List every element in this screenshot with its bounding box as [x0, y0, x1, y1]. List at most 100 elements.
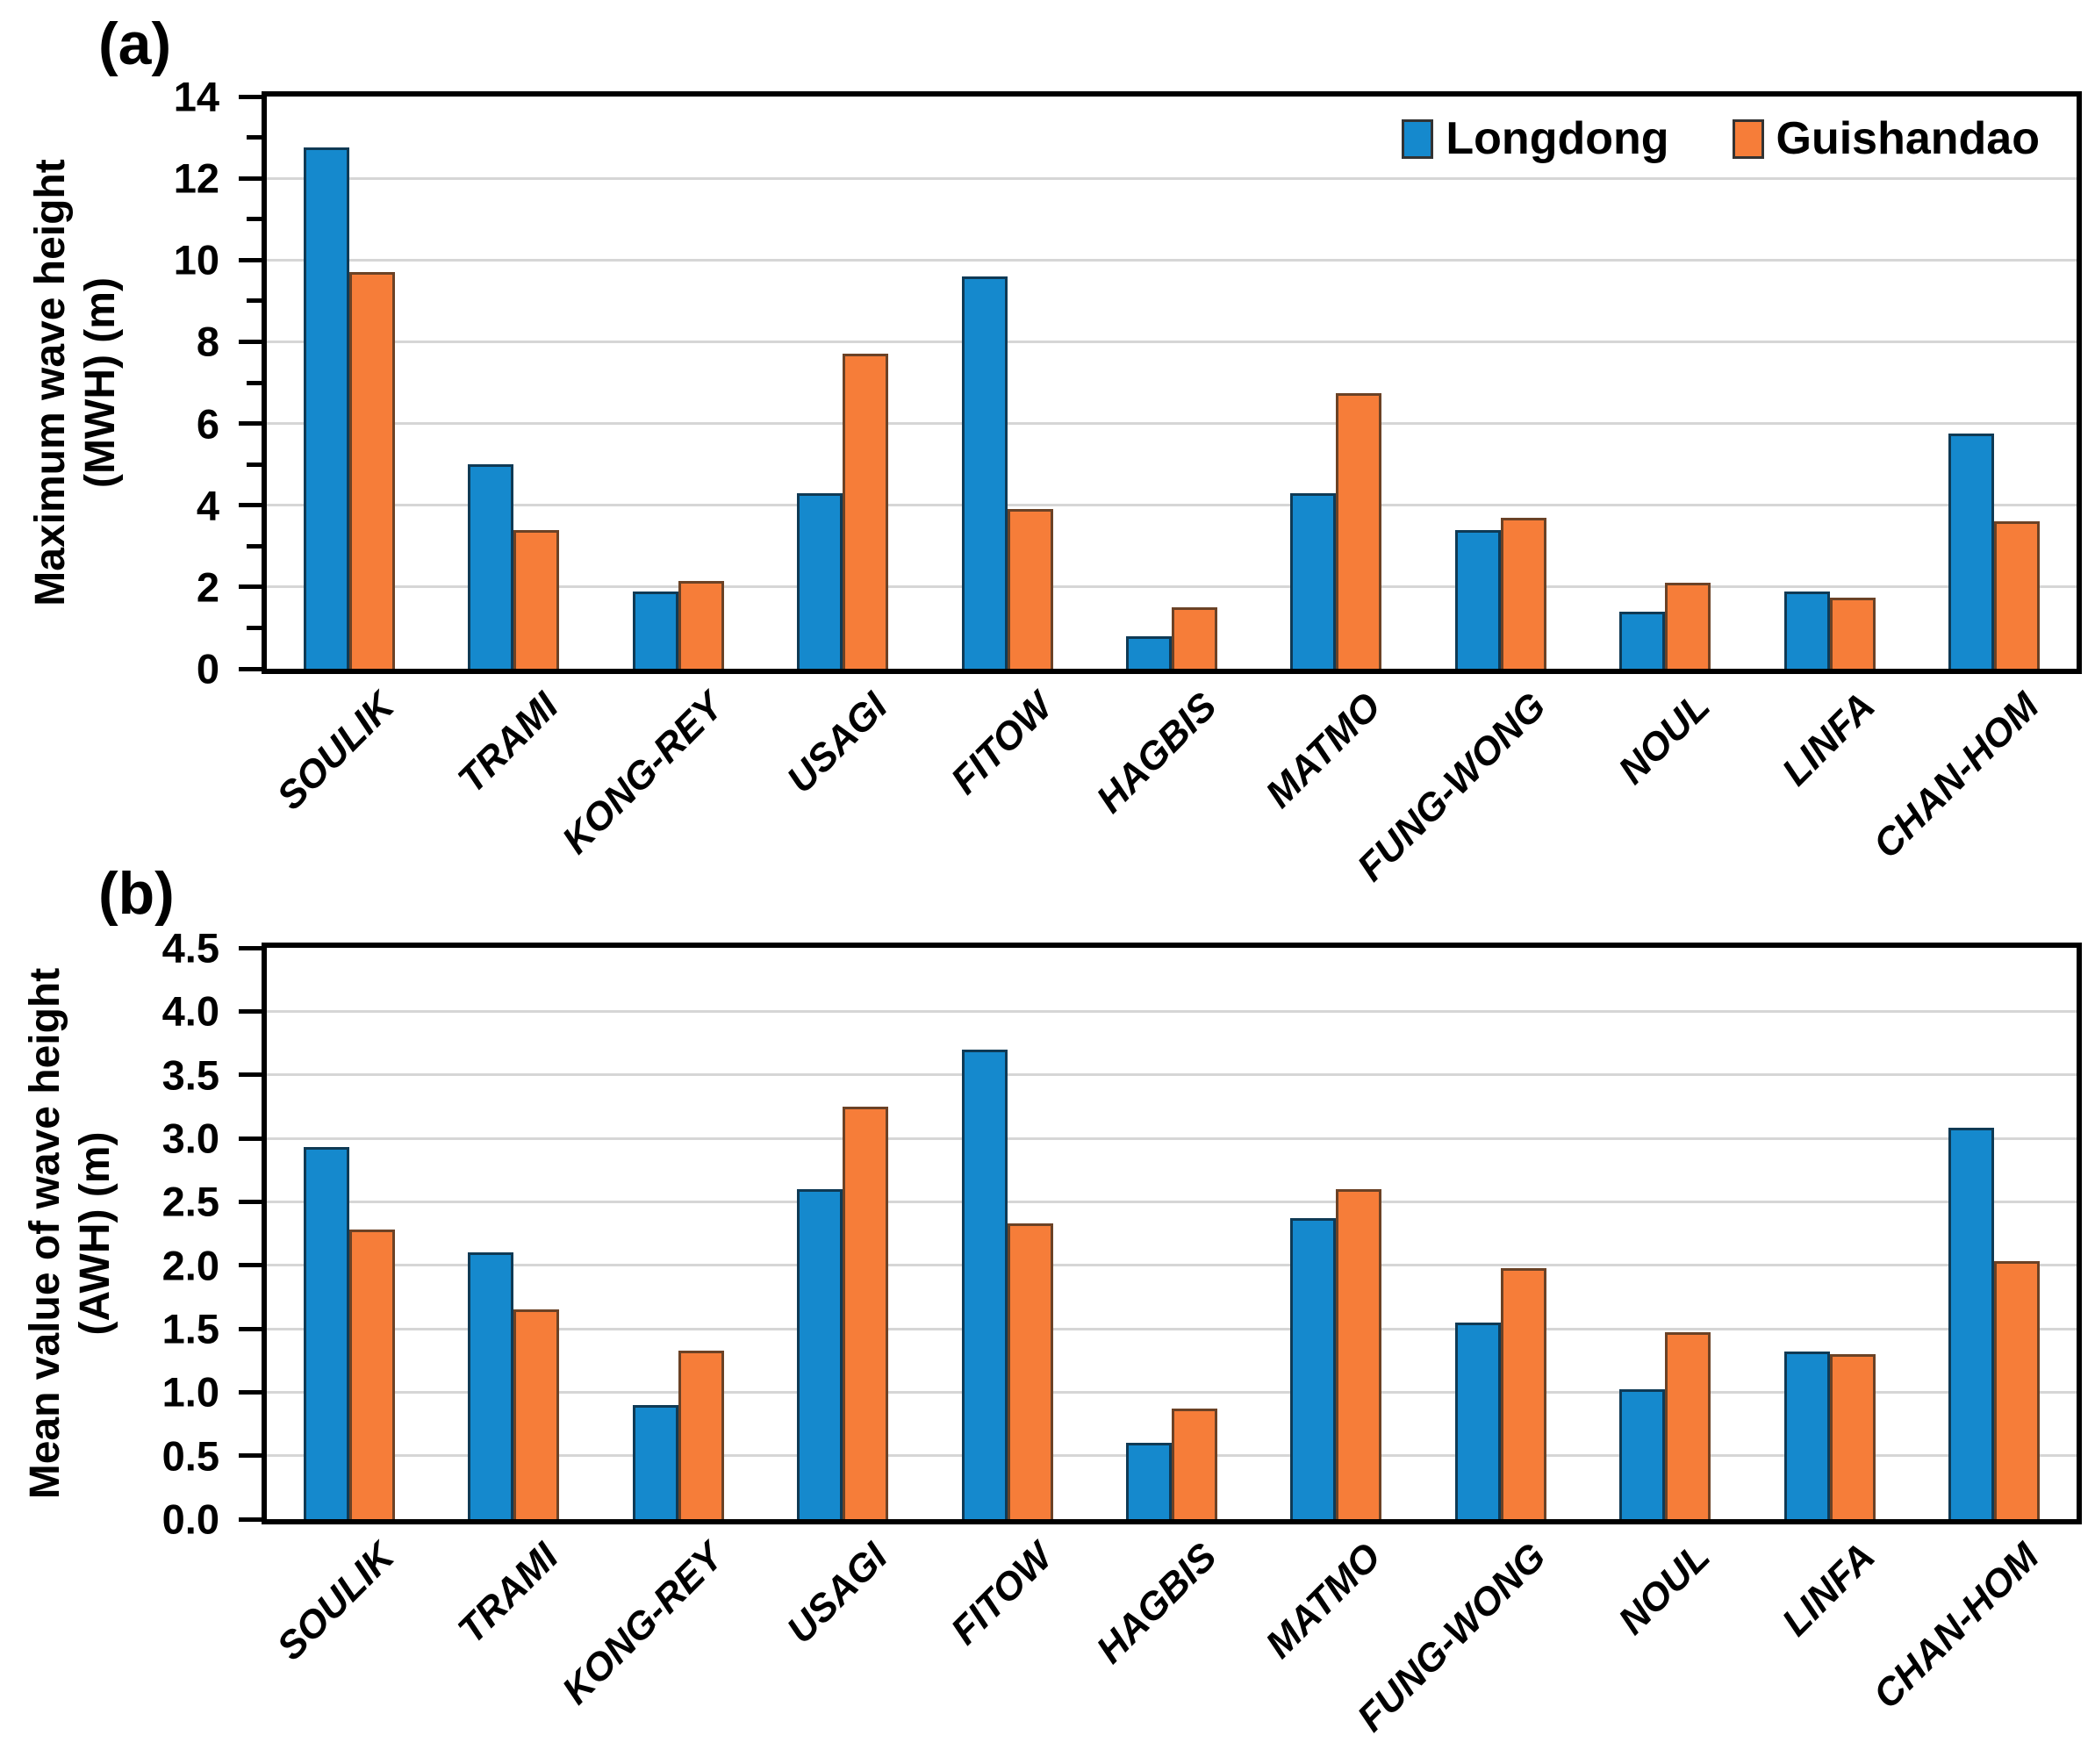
- bar-longdong-kong-rey: [632, 1404, 678, 1519]
- y-tick-label: 0.0: [161, 1495, 219, 1543]
- major-y-tick: [239, 1072, 262, 1078]
- major-y-tick: [239, 176, 262, 181]
- x-category-label-fitow: FITOW: [942, 685, 1061, 803]
- major-y-tick: [239, 1263, 262, 1268]
- panel-b-y-axis-title-line2: (AWH) (m): [71, 1131, 118, 1336]
- bar-longdong-fung-wong: [1454, 529, 1501, 669]
- major-y-tick: [239, 584, 262, 590]
- x-category-label-linfa: LINFA: [1773, 1535, 1883, 1645]
- bar-longdong-fitow: [961, 1049, 1008, 1519]
- x-category-label-noul: NOUL: [1611, 1535, 1719, 1643]
- gridline-y-10: [267, 258, 2077, 262]
- gridline-y-6: [267, 422, 2077, 426]
- x-category-label-noul: NOUL: [1611, 685, 1719, 792]
- bar-guishandao-linfa: [1829, 597, 1876, 669]
- major-y-tick: [239, 257, 262, 262]
- panel-b-y-axis-title: Mean value of wave height (AWH) (m): [21, 943, 120, 1524]
- bar-longdong-soulik: [303, 147, 349, 669]
- minor-y-tick: [247, 135, 262, 140]
- x-category-label-chan-hom: CHAN-HOM: [1865, 1535, 2048, 1717]
- legend-item-guishandao: Guishandao: [1732, 116, 2040, 161]
- major-y-tick: [239, 1517, 262, 1522]
- x-category-label-chan-hom: CHAN-HOM: [1865, 685, 2048, 867]
- minor-y-tick: [247, 217, 262, 222]
- bar-guishandao-linfa: [1829, 1353, 1876, 1519]
- y-tick-label: 1.0: [161, 1368, 219, 1416]
- bar-guishandao-kong-rey: [678, 580, 724, 669]
- major-y-tick: [239, 421, 262, 427]
- gridline-y-3: [267, 1137, 2077, 1140]
- bar-longdong-fung-wong: [1454, 1322, 1501, 1519]
- major-y-tick: [239, 1008, 262, 1014]
- major-y-tick: [239, 503, 262, 508]
- gridline-y-1: [267, 1390, 2077, 1394]
- bar-guishandao-matmo: [1336, 1188, 1382, 1519]
- y-tick-label: 0: [196, 645, 219, 692]
- bar-guishandao-soulik: [348, 272, 395, 669]
- bar-guishandao-fitow: [1007, 509, 1053, 669]
- x-category-label-soulik: SOULIK: [269, 685, 403, 819]
- guishandao-swatch-icon: [1732, 118, 1764, 159]
- x-category-label-trami: TRAMI: [449, 685, 567, 802]
- x-category-label-matmo: MATMO: [1258, 1535, 1390, 1667]
- minor-y-tick: [247, 462, 262, 467]
- gridline-y-4: [267, 504, 2077, 507]
- x-category-label-usagi: USAGI: [778, 1535, 896, 1653]
- bar-longdong-noul: [1619, 1389, 1666, 1519]
- major-y-tick: [239, 1453, 262, 1459]
- y-tick-label: 12: [173, 154, 219, 202]
- y-tick-label: 4.0: [161, 987, 219, 1035]
- bar-longdong-hagbis: [1126, 1443, 1172, 1519]
- bar-guishandao-hagbis: [1172, 607, 1217, 669]
- bar-longdong-usagi: [797, 492, 843, 669]
- legend-item-longdong: Longdong: [1402, 113, 1669, 164]
- bar-longdong-linfa: [1783, 591, 1830, 669]
- panel-a-y-axis-title-line1: Maximum wave height: [27, 159, 74, 606]
- bar-longdong-trami: [468, 1252, 514, 1519]
- bar-guishandao-fitow: [1007, 1223, 1053, 1519]
- bar-longdong-linfa: [1783, 1352, 1830, 1519]
- major-y-tick: [239, 94, 262, 99]
- major-y-tick: [239, 945, 262, 950]
- x-category-label-trami: TRAMI: [449, 1535, 567, 1653]
- gridline-y-2: [267, 1264, 2077, 1267]
- bar-longdong-fitow: [961, 276, 1008, 669]
- bar-longdong-noul: [1619, 611, 1666, 669]
- bar-longdong-kong-rey: [632, 591, 678, 669]
- longdong-swatch-icon: [1402, 118, 1434, 159]
- bar-guishandao-soulik: [348, 1230, 395, 1519]
- panel-a-plot-area: Longdong Guishandao 0 2 4 6 8 10 12 14 SOULIK TRA…: [174, 74, 2082, 889]
- y-tick-label: 4: [196, 482, 219, 529]
- x-category-label-kong-rey: KONG-REY: [553, 1535, 732, 1713]
- legend-label-longdong: Longdong: [1446, 113, 1669, 164]
- x-category-label-usagi: USAGI: [778, 685, 896, 802]
- x-category-label-hagbis: HAGBIS: [1087, 685, 1225, 821]
- bar-guishandao-usagi: [843, 354, 889, 669]
- bar-longdong-trami: [468, 464, 514, 669]
- bar-guishandao-hagbis: [1172, 1409, 1217, 1519]
- major-y-tick: [239, 1199, 262, 1204]
- x-category-label-hagbis: HAGBIS: [1087, 1535, 1225, 1672]
- bar-longdong-matmo: [1290, 492, 1337, 669]
- y-tick-label: 10: [173, 236, 219, 283]
- panel-b-plot-area: 0.0 0.5 1.0 1.5 2.0 2.5 3.0 3.5 4.0 4.5 SOULIK TRAM…: [162, 925, 2082, 1739]
- gridline-y-2.5: [267, 1200, 2077, 1203]
- gridline-y-1.5: [267, 1327, 2077, 1330]
- y-tick-label: 4.5: [161, 924, 219, 972]
- bar-guishandao-usagi: [843, 1106, 889, 1519]
- bar-longdong-matmo: [1290, 1218, 1337, 1519]
- minor-y-tick: [247, 543, 262, 549]
- legend: Longdong Guishandao: [1402, 116, 2040, 161]
- minor-y-tick: [247, 298, 262, 304]
- bar-longdong-chan-hom: [1948, 1128, 1995, 1519]
- bar-guishandao-fung-wong: [1500, 517, 1546, 669]
- minor-y-tick: [247, 380, 262, 385]
- y-tick-label: 6: [196, 400, 219, 448]
- x-category-label-kong-rey: KONG-REY: [553, 685, 732, 863]
- y-tick-label: 3.0: [161, 1115, 219, 1162]
- y-tick-label: 0.5: [161, 1432, 219, 1480]
- bar-guishandao-fung-wong: [1500, 1267, 1546, 1519]
- panel-b-y-axis-title-line1: Mean value of wave height: [22, 967, 68, 1500]
- bar-longdong-hagbis: [1126, 635, 1172, 669]
